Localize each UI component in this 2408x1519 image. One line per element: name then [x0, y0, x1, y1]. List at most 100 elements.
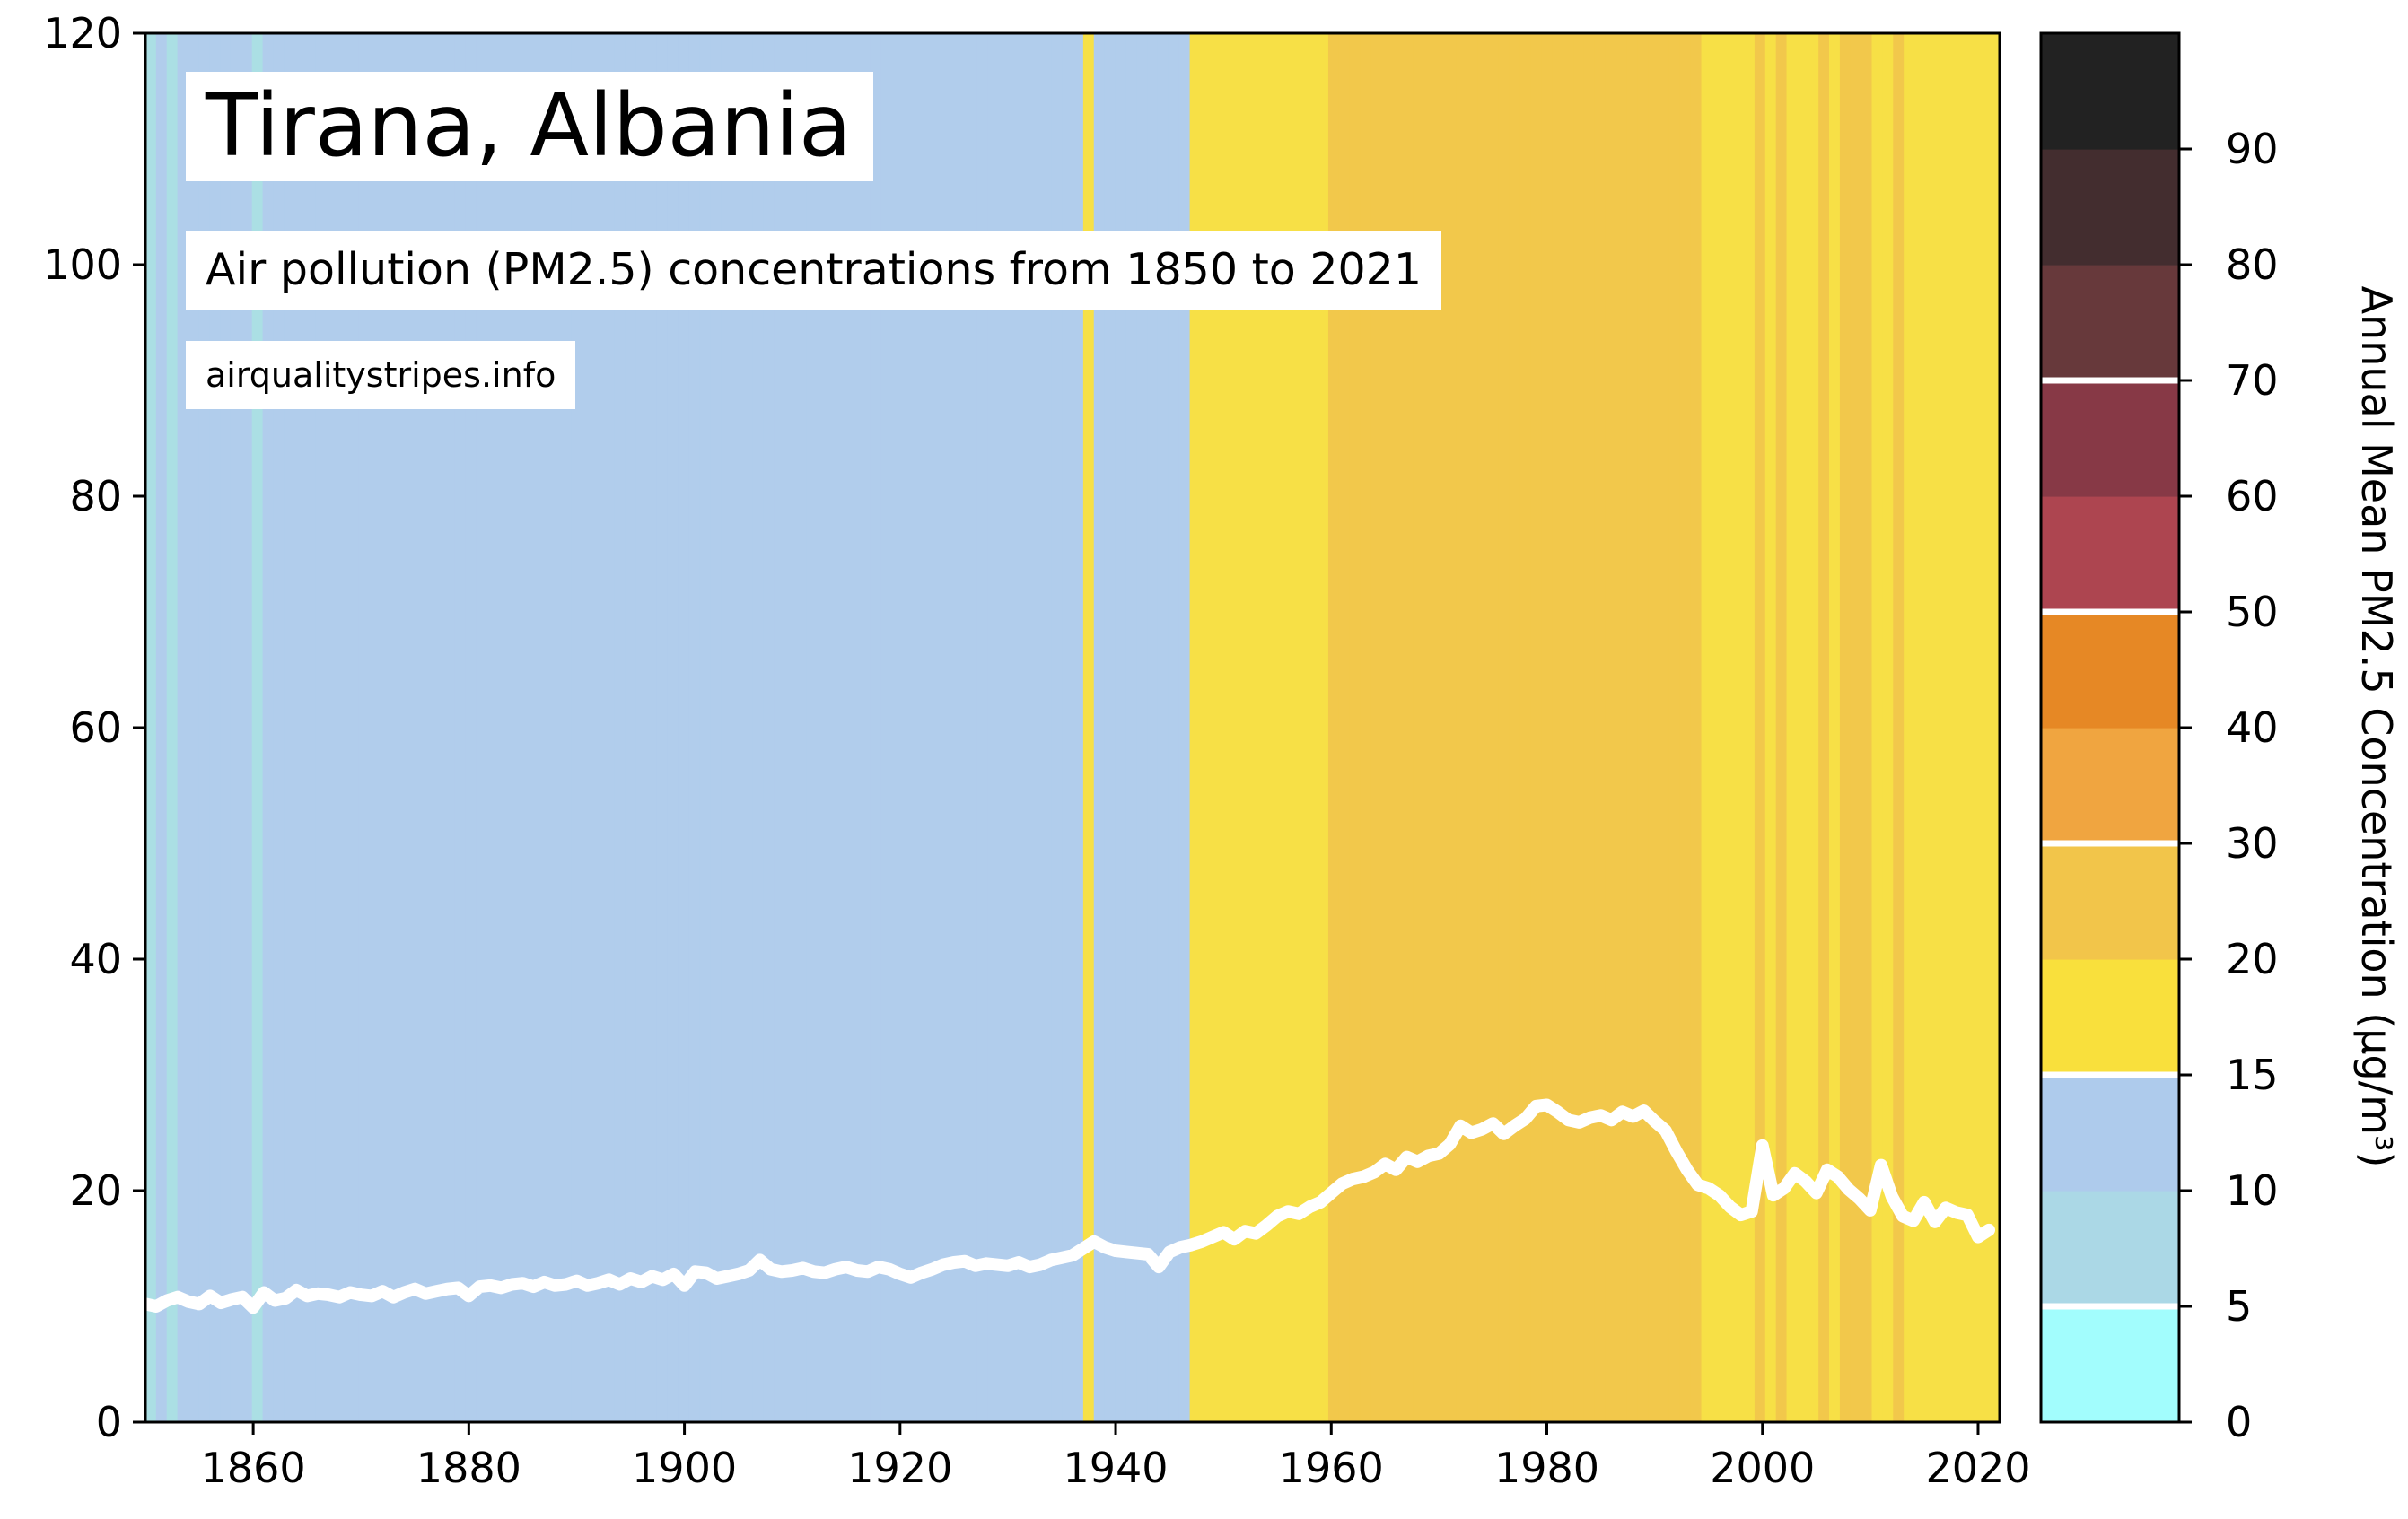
y-tick-label: 20 — [69, 1166, 122, 1215]
colorbar-tick-label: 15 — [2226, 1051, 2279, 1099]
stripe-1975 — [1477, 33, 1489, 1422]
stripe-2022 — [1978, 33, 1990, 1422]
stripe-2013 — [1882, 33, 1894, 1422]
stripe-1924 — [933, 33, 946, 1422]
colorbar — [2041, 33, 2179, 1423]
stripe-1964 — [1360, 33, 1372, 1422]
stripe-1977 — [1498, 33, 1510, 1422]
stripe-2005 — [1797, 33, 1808, 1422]
colorbar-band-0 — [2041, 1306, 2179, 1423]
y-tick-label: 100 — [43, 240, 122, 289]
stripe-1930 — [997, 33, 1010, 1422]
stripe-1892 — [592, 33, 605, 1422]
colorbar-band-90 — [2041, 33, 2179, 150]
stripe-1963 — [1349, 33, 1362, 1422]
colorbar-tick-label: 60 — [2226, 472, 2279, 520]
colorbar-band-60 — [2041, 380, 2179, 497]
x-tick-label: 1920 — [847, 1444, 952, 1492]
stripe-1891 — [582, 33, 594, 1422]
stripe-1901 — [688, 33, 701, 1422]
colorbar-tick-label: 0 — [2226, 1398, 2252, 1446]
stripe-1979 — [1519, 33, 1532, 1422]
stripe-1899 — [667, 33, 679, 1422]
stripe-1968 — [1403, 33, 1414, 1422]
stripe-1918 — [870, 33, 881, 1422]
colorbar-band-50 — [2041, 496, 2179, 613]
stripe-1962 — [1338, 33, 1351, 1422]
colorbar-band-5 — [2041, 1191, 2179, 1307]
stripe-1913 — [817, 33, 828, 1422]
colorbar-band-10 — [2041, 1075, 2179, 1192]
colorbar-tick-label: 50 — [2226, 588, 2279, 636]
stripe-1982 — [1552, 33, 1563, 1422]
stripe-1915 — [837, 33, 850, 1422]
colorbar-tick-label: 80 — [2226, 240, 2279, 289]
stripe-1957 — [1285, 33, 1297, 1422]
stripe-1949 — [1200, 33, 1212, 1422]
stripe-1925 — [944, 33, 956, 1422]
stripe-1896 — [635, 33, 647, 1422]
stripe-1978 — [1509, 33, 1521, 1422]
stripe-1937 — [1073, 33, 1084, 1422]
stripe-2010 — [1850, 33, 1862, 1422]
stripe-1980 — [1530, 33, 1543, 1422]
colorbar-tick-label: 30 — [2226, 819, 2279, 868]
stripe-2011 — [1861, 33, 1873, 1422]
y-tick-label: 0 — [96, 1398, 122, 1446]
stripe-1967 — [1392, 33, 1404, 1422]
stripe-1927 — [966, 33, 977, 1422]
stripe-1947 — [1178, 33, 1191, 1422]
stripe-1853 — [177, 33, 189, 1422]
stripe-1986 — [1594, 33, 1607, 1422]
stripe-1965 — [1370, 33, 1382, 1422]
stripe-1984 — [1573, 33, 1585, 1422]
stripe-2023 — [1989, 33, 2001, 1422]
stripe-2019 — [1946, 33, 1958, 1422]
chart-subtitle: Air pollution (PM2.5) concentrations fro… — [186, 231, 1442, 310]
stripe-1894 — [614, 33, 626, 1422]
colorbar-label-wrap: Annual Mean PM2.5 Concentration (µg/m³) — [2350, 144, 2404, 1310]
stripe-1989 — [1626, 33, 1638, 1422]
colorbar-tick-label: 40 — [2226, 703, 2279, 752]
stripe-1851 — [155, 33, 168, 1422]
stripe-1905 — [731, 33, 743, 1422]
stripe-1987 — [1605, 33, 1617, 1422]
stripe-2002 — [1764, 33, 1777, 1422]
stripe-2012 — [1871, 33, 1883, 1422]
x-axis-ticks: 1860 1880 1900 1920 1940 1960 1980 2000 2020 — [201, 1422, 2031, 1492]
stripe-1960 — [1318, 33, 1329, 1422]
colorbar-frame — [2039, 31, 2181, 1424]
x-tick-label: 1960 — [1279, 1444, 1384, 1492]
stripe-1893 — [603, 33, 616, 1422]
stripe-1990 — [1637, 33, 1649, 1422]
stripe-1917 — [859, 33, 871, 1422]
stripe-1904 — [721, 33, 732, 1422]
colorbar-ticks: 0 5 10 15 20 30 40 50 60 70 80 90 — [2179, 125, 2279, 1446]
stripe-1922 — [912, 33, 924, 1422]
stripe-1997 — [1712, 33, 1723, 1422]
colorbar-band-20 — [2041, 843, 2179, 960]
stripe-2008 — [1829, 33, 1841, 1422]
y-axis-ticks: 0 20 40 60 80 100 120 — [43, 9, 145, 1446]
stripe-1973 — [1456, 33, 1467, 1422]
stripe-1902 — [699, 33, 711, 1422]
stripe-1998 — [1722, 33, 1734, 1422]
colorbar-band-15 — [2041, 959, 2179, 1076]
pm25-line — [139, 1098, 1995, 1314]
stripe-1935 — [1051, 33, 1063, 1422]
stripe-1907 — [752, 33, 765, 1422]
stripe-1996 — [1701, 33, 1713, 1422]
stripe-1912 — [806, 33, 818, 1422]
x-tick-label: 2000 — [1710, 1444, 1815, 1492]
source-link[interactable]: airqualitystripes.info — [186, 341, 576, 409]
stripe-1969 — [1413, 33, 1425, 1422]
stripe-2009 — [1839, 33, 1852, 1422]
stripe-1923 — [923, 33, 935, 1422]
stripe-1970 — [1423, 33, 1436, 1422]
stripe-1958 — [1296, 33, 1308, 1422]
stripe-2015 — [1904, 33, 1915, 1422]
stripe-1974 — [1467, 33, 1478, 1422]
stripe-1972 — [1445, 33, 1458, 1422]
colorbar-tick-label: 5 — [2226, 1282, 2252, 1331]
